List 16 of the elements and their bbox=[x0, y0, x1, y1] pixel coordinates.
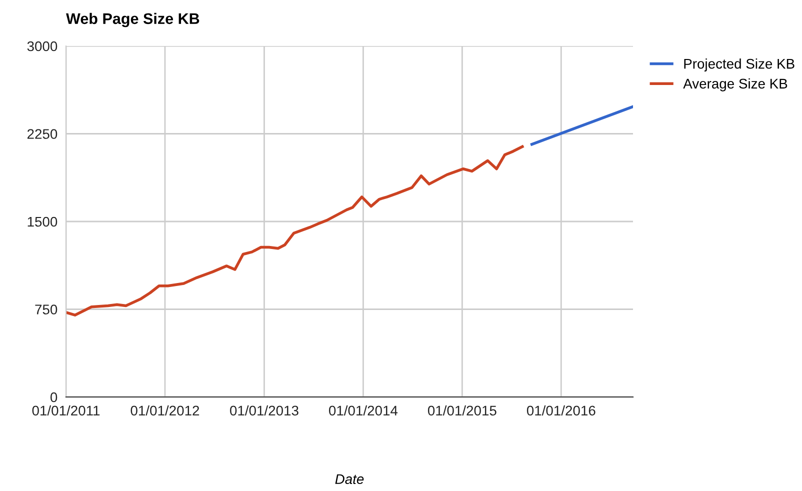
x-tick-label: 01/01/2015 bbox=[428, 405, 496, 416]
x-tick-label: 01/01/2012 bbox=[130, 405, 200, 416]
y-tick-label: 0 bbox=[50, 392, 58, 402]
x-tick-label: 01/01/2011 bbox=[32, 405, 100, 416]
x-tick-label: 01/01/2014 bbox=[328, 405, 398, 416]
chart-title: Web Page Size KB bbox=[66, 12, 200, 28]
x-tick-label: 01/01/2013 bbox=[230, 405, 298, 416]
y-tick-label: 2250 bbox=[27, 129, 58, 139]
y-tick-label: 1500 bbox=[28, 216, 58, 227]
legend-label: Projected Size KB bbox=[684, 58, 794, 72]
legend-label: Average Size KB bbox=[683, 78, 788, 92]
x-tick-label: 01/01/2016 bbox=[526, 405, 596, 416]
x-axis-title: Date bbox=[335, 474, 364, 484]
line-series bbox=[66, 145, 524, 316]
y-tick-label: 3000 bbox=[27, 41, 58, 52]
y-tick-label: 750 bbox=[35, 304, 58, 314]
